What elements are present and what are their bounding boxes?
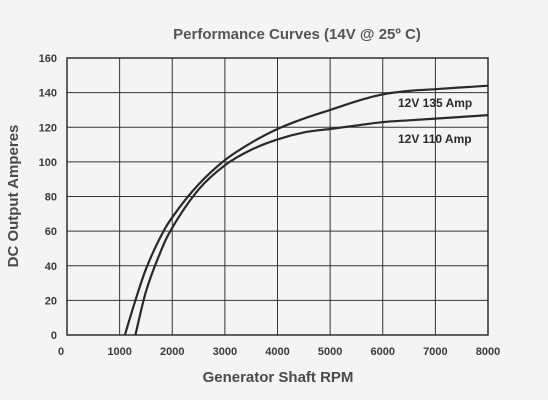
x-tick-label: 5000 [318, 346, 342, 358]
x-tick-label: 1000 [107, 346, 131, 358]
y-tick-label: 60 [45, 226, 57, 238]
x-tick-labels: 0 1000 2000 3000 4000 5000 6000 7000 8000 [58, 346, 500, 358]
y-tick-label: 0 [51, 330, 57, 342]
y-tick-labels: 0 20 40 60 80 100 120 140 160 [39, 53, 57, 342]
x-tick-label: 3000 [213, 346, 237, 358]
y-tick-label: 140 [39, 88, 57, 100]
x-tick-label: 2000 [160, 346, 184, 358]
series-label-135-amp: 12V 135 Amp [398, 96, 472, 110]
series-group [123, 84, 489, 336]
y-tick-label: 100 [39, 157, 57, 169]
x-axis-title: Generator Shaft RPM [203, 369, 354, 386]
y-axis-title: DC Output Amperes [5, 125, 22, 268]
x-tick-label: 6000 [371, 346, 395, 358]
y-tick-label: 120 [39, 122, 57, 134]
series-line-1 [123, 84, 489, 336]
y-tick-label: 40 [45, 261, 57, 273]
y-tick-label: 20 [45, 295, 57, 307]
y-tick-label: 160 [39, 53, 57, 65]
x-tick-label: 4000 [265, 346, 289, 358]
chart-title: Performance Curves (14V @ 25º C) [173, 26, 421, 43]
series-label-110-amp: 12V 110 Amp [398, 132, 472, 146]
series-labels: 12V 135 Amp 12V 110 Amp [398, 96, 472, 146]
plot-frame [66, 57, 489, 336]
y-tick-label: 80 [45, 192, 57, 204]
x-tick-label: 0 [58, 346, 64, 358]
x-tick-label: 8000 [476, 346, 500, 358]
x-tick-label: 7000 [423, 346, 447, 358]
series-line-0 [134, 114, 489, 336]
